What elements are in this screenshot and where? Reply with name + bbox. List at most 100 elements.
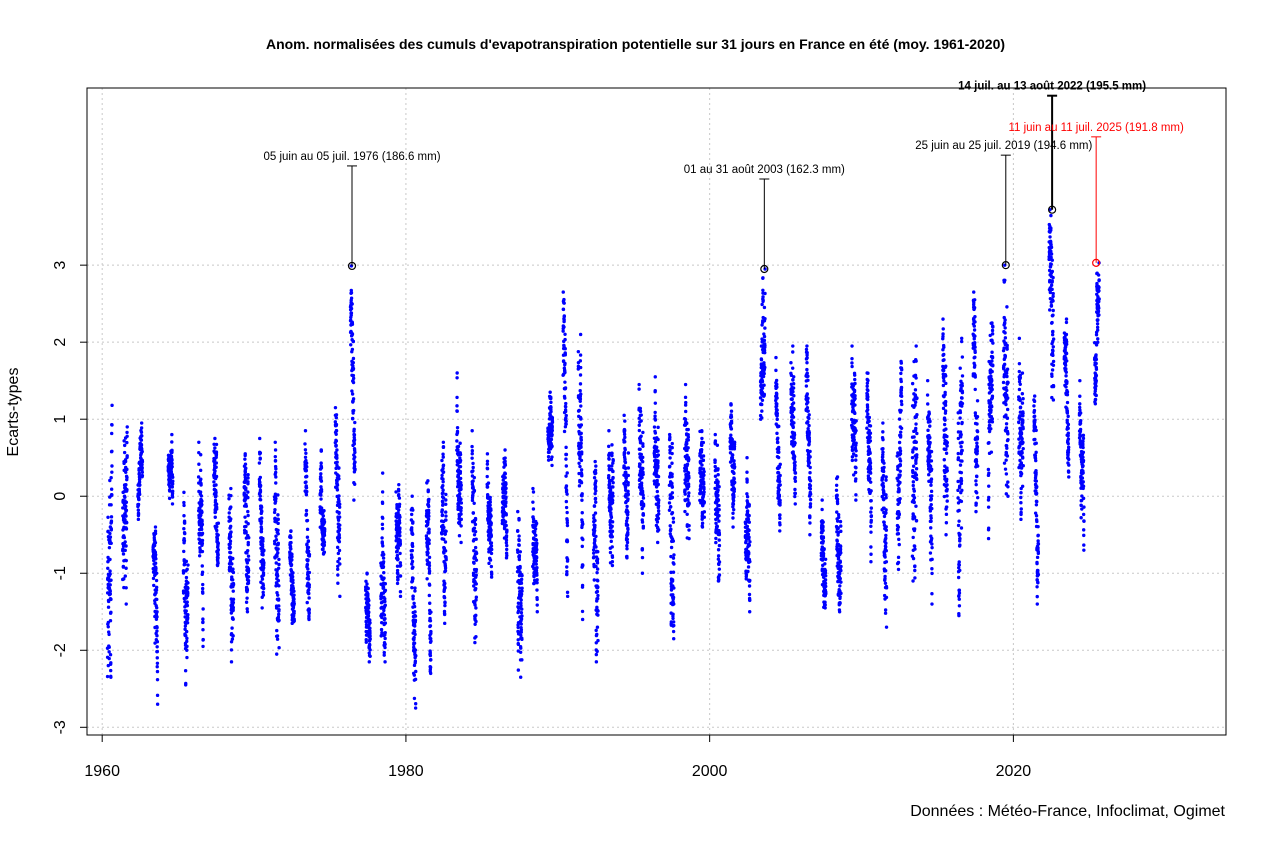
data-point — [565, 569, 569, 574]
data-point — [352, 464, 357, 468]
data-point — [808, 504, 813, 509]
data-point — [413, 589, 417, 593]
data-point — [441, 500, 445, 505]
data-point — [638, 447, 642, 452]
data-point — [687, 491, 691, 495]
data-point — [183, 531, 187, 536]
data-point — [561, 359, 566, 363]
data-point — [775, 392, 779, 396]
data-point — [442, 612, 447, 617]
data-point — [411, 594, 415, 598]
data-point — [185, 648, 189, 652]
data-point — [349, 264, 354, 268]
data-point — [729, 421, 734, 425]
data-point — [246, 575, 251, 579]
data-point — [791, 415, 796, 419]
data-point — [683, 395, 688, 400]
data-point — [729, 433, 733, 437]
data-point — [170, 472, 174, 477]
data-point — [535, 603, 539, 607]
data-point — [852, 388, 857, 393]
data-point — [683, 403, 688, 407]
data-point — [898, 433, 903, 438]
data-point — [196, 475, 201, 479]
data-point — [881, 430, 885, 434]
data-point — [122, 535, 127, 540]
data-point — [884, 541, 888, 545]
data-point — [412, 601, 416, 606]
data-point — [592, 528, 597, 533]
data-point — [412, 641, 417, 645]
data-point — [503, 456, 507, 460]
data-point — [424, 534, 429, 538]
data-point — [124, 504, 128, 509]
data-point — [322, 543, 326, 548]
data-point — [471, 465, 475, 470]
data-point — [276, 541, 281, 546]
data-point — [231, 589, 235, 593]
data-point — [304, 474, 309, 479]
data-point — [578, 353, 583, 357]
data-point — [746, 569, 750, 574]
data-point — [912, 435, 916, 439]
data-point — [398, 561, 403, 565]
data-point — [760, 402, 764, 407]
data-point — [656, 516, 661, 521]
data-point — [519, 581, 524, 585]
data-point — [839, 551, 843, 555]
data-point — [201, 582, 205, 587]
data-point — [594, 464, 598, 468]
data-point — [289, 535, 293, 540]
data-point — [441, 496, 446, 500]
data-point — [231, 605, 235, 610]
data-point — [714, 536, 718, 541]
data-point — [637, 423, 641, 427]
data-point — [808, 449, 812, 454]
data-point — [214, 494, 218, 498]
data-point — [762, 371, 766, 376]
data-point — [471, 511, 476, 515]
data-point — [170, 495, 175, 499]
data-point — [835, 539, 839, 543]
data-point — [595, 567, 600, 571]
data-point — [868, 476, 872, 481]
data-point — [307, 596, 311, 600]
data-point — [535, 580, 539, 585]
data-point — [609, 539, 613, 544]
data-point — [881, 450, 885, 454]
data-point — [503, 504, 508, 508]
data-point — [290, 558, 294, 562]
data-point — [656, 459, 660, 463]
data-point — [853, 377, 857, 382]
data-point — [474, 606, 478, 610]
data-point — [489, 575, 494, 579]
data-point — [274, 534, 278, 538]
data-point — [246, 568, 251, 573]
data-point — [125, 475, 129, 480]
data-point — [307, 552, 312, 557]
data-point — [884, 493, 888, 497]
data-point — [353, 455, 357, 459]
data-point — [850, 364, 854, 369]
data-point — [398, 515, 402, 519]
data-point — [884, 560, 889, 564]
data-point — [865, 408, 870, 412]
data-point — [444, 492, 448, 497]
data-point — [398, 530, 402, 534]
data-point — [383, 597, 387, 601]
data-point — [245, 596, 249, 600]
data-point — [184, 559, 189, 564]
data-point — [839, 580, 843, 584]
data-point — [322, 533, 327, 537]
data-point — [562, 301, 566, 305]
data-point — [398, 563, 403, 568]
data-point — [186, 586, 190, 590]
data-point — [411, 520, 415, 524]
data-point — [351, 376, 356, 381]
data-point — [672, 562, 676, 566]
data-point — [216, 556, 220, 560]
data-point — [229, 505, 233, 509]
data-point — [427, 497, 431, 502]
data-point — [702, 482, 706, 486]
data-point — [607, 473, 611, 478]
